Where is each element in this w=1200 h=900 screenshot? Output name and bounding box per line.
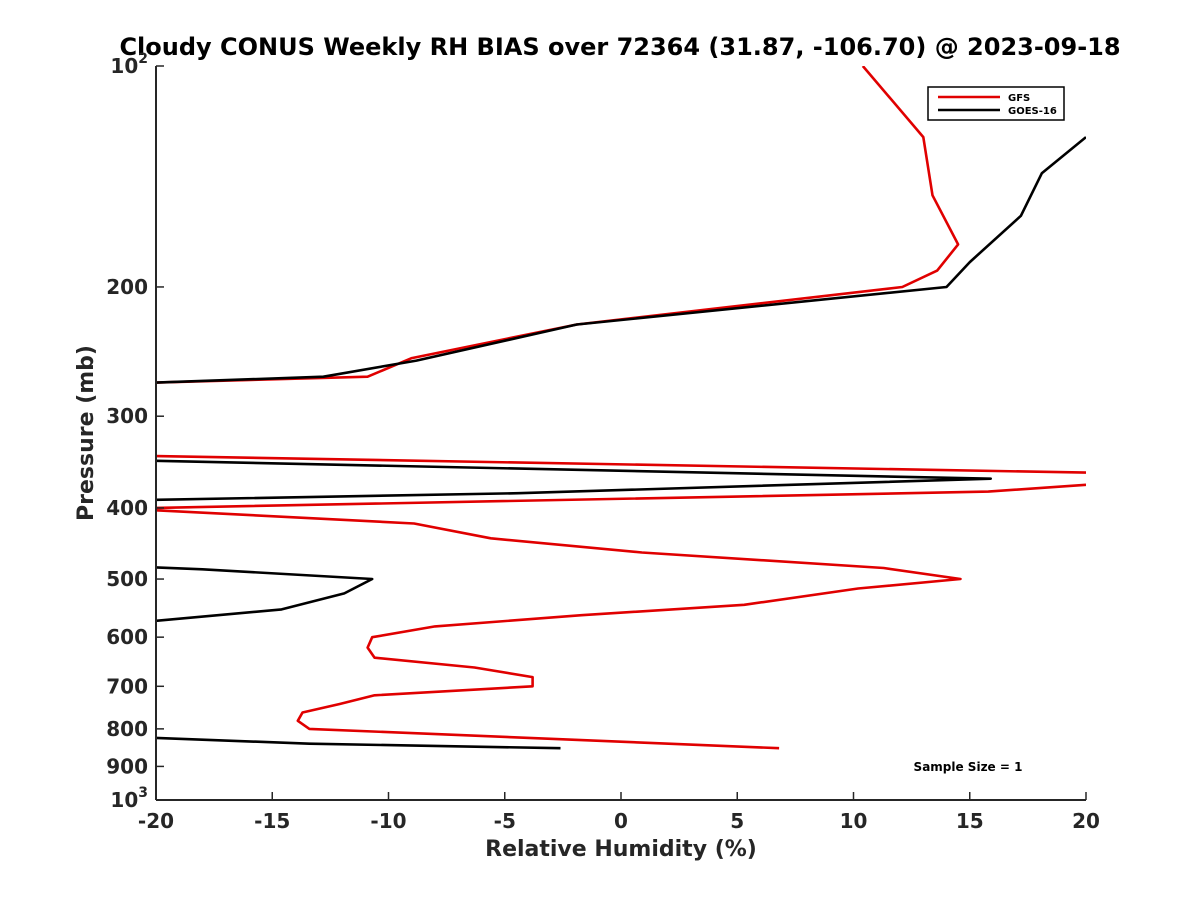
y-tick-label: 700 [106, 674, 148, 698]
series-line-gfs [156, 66, 1086, 750]
y-ticks: 102 200 300 400 500 600 700 800 900 103 [106, 51, 164, 812]
x-axis-label: Relative Humidity (%) [485, 837, 757, 862]
legend: GFS GOES-16 [927, 86, 1065, 121]
legend-box [927, 86, 1065, 121]
chart-title: Cloudy CONUS Weekly RH BIAS over 72364 (… [119, 33, 1120, 61]
series-line-goes16 [156, 136, 1086, 750]
y-tick-label: 200 [106, 275, 148, 299]
x-tick-label: 5 [730, 809, 744, 833]
axes [155, 66, 1086, 801]
x-tick-label: -5 [494, 809, 516, 833]
y-tick-label: 900 [106, 754, 148, 778]
sample-size-note: Sample Size = 1 [914, 760, 1023, 774]
y-tick-label: 102 [110, 51, 148, 78]
legend-label-goes16: GOES-16 [1008, 106, 1057, 117]
x-tick-label: -15 [254, 809, 290, 833]
y-tick-label: 800 [106, 717, 148, 741]
y-tick-label: 103 [110, 785, 148, 812]
y-tick-label: 300 [106, 404, 148, 428]
y-tick-label: 500 [106, 567, 148, 591]
y-axis-label: Pressure (mb) [74, 345, 99, 521]
x-ticks: -20 -15 -10 -5 0 5 10 15 20 [138, 792, 1100, 833]
y-tick-label: 400 [106, 496, 148, 520]
x-tick-label: 0 [614, 809, 628, 833]
plot-lines [156, 66, 1086, 750]
legend-label-gfs: GFS [1008, 93, 1030, 104]
x-tick-label: 15 [956, 809, 984, 833]
x-tick-label: -20 [138, 809, 174, 833]
x-tick-label: 20 [1072, 809, 1100, 833]
x-tick-label: -10 [370, 809, 406, 833]
x-tick-label: 10 [840, 809, 868, 833]
y-tick-label: 600 [106, 625, 148, 649]
